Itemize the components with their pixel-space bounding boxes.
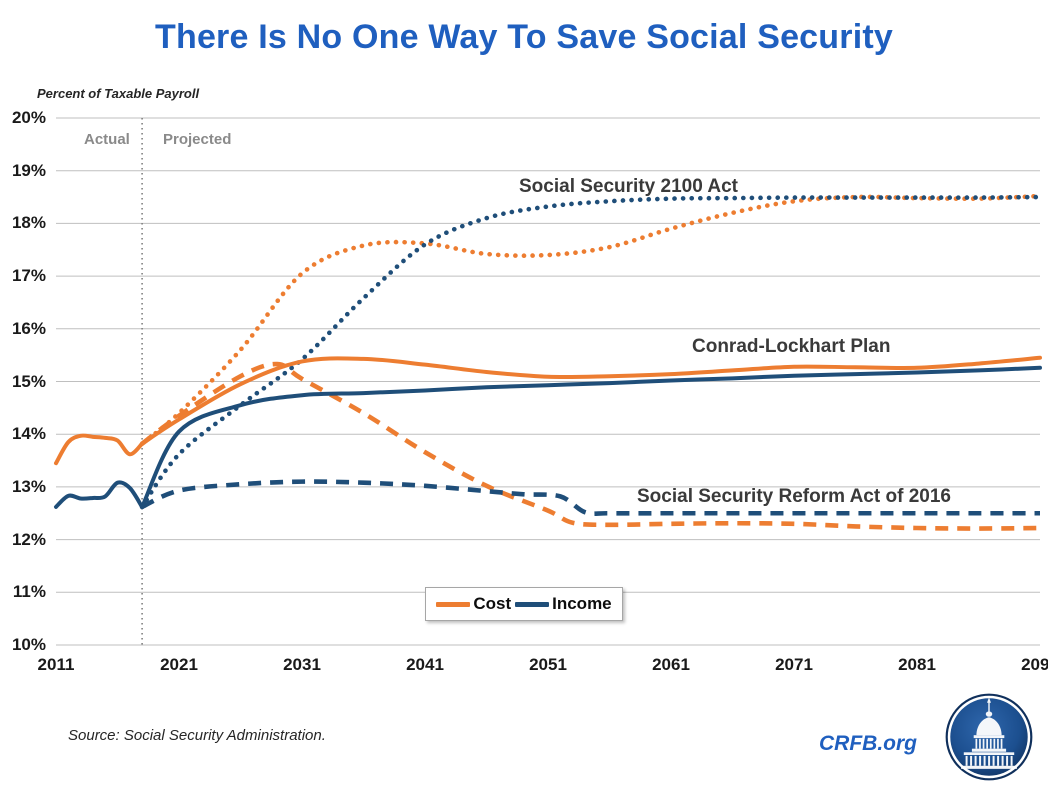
- x-axis-tick-2031: 2031: [283, 655, 321, 674]
- y-axis-tick-14pct: 14%: [11, 424, 46, 444]
- x-axis-tick-2051: 2051: [529, 655, 567, 674]
- legend-item-income: Income: [515, 594, 612, 614]
- x-axis-tick-2021: 2021: [160, 655, 198, 674]
- y-axis-tick-13pct: 13%: [11, 476, 46, 496]
- legend-label-cost: Cost: [473, 594, 512, 613]
- x-axis-tick-2091: 2091: [1021, 655, 1048, 674]
- capitol-dome-icon: [945, 693, 1033, 781]
- y-axis-tick-19pct: 19%: [11, 160, 46, 180]
- y-axis-tick-10pct: 10%: [11, 635, 46, 654]
- series-label-ss2100: Social Security 2100 Act: [519, 176, 738, 197]
- x-axis-tick-2041: 2041: [406, 655, 444, 674]
- phase-label-projected: Projected: [163, 131, 232, 148]
- y-axis-tick-17pct: 17%: [11, 266, 46, 286]
- x-axis-tick-2081: 2081: [898, 655, 936, 674]
- chart-legend: Cost Income: [425, 587, 623, 621]
- x-axis-tick-2011: 2011: [37, 655, 75, 674]
- crfb-site-label[interactable]: CRFB.org: [819, 732, 917, 755]
- y-axis-tick-12pct: 12%: [11, 529, 46, 549]
- phase-label-actual: Actual: [84, 131, 130, 148]
- y-axis-tick-18pct: 18%: [11, 213, 46, 233]
- y-axis-tick-11pct: 11%: [12, 582, 46, 602]
- y-axis-caption: Percent of Taxable Payroll: [37, 86, 200, 101]
- x-axis-tick-2071: 2071: [775, 655, 813, 674]
- legend-swatch-income: [515, 601, 550, 607]
- page-title: There Is No One Way To Save Social Secur…: [155, 18, 893, 56]
- series-label-conrad-lockhart: Conrad-Lockhart Plan: [692, 336, 891, 357]
- source-note: Source: Social Security Administration.: [68, 727, 326, 744]
- y-axis-tick-15pct: 15%: [11, 371, 46, 391]
- legend-swatch-cost: [436, 601, 471, 607]
- x-axis-tick-2061: 2061: [652, 655, 690, 674]
- legend-item-cost: Cost: [436, 594, 511, 614]
- legend-label-income: Income: [552, 594, 612, 613]
- y-axis-tick-16pct: 16%: [11, 318, 46, 338]
- series-label-reform-2016: Social Security Reform Act of 2016: [637, 486, 951, 507]
- y-axis-tick-20pct: 20%: [11, 108, 46, 127]
